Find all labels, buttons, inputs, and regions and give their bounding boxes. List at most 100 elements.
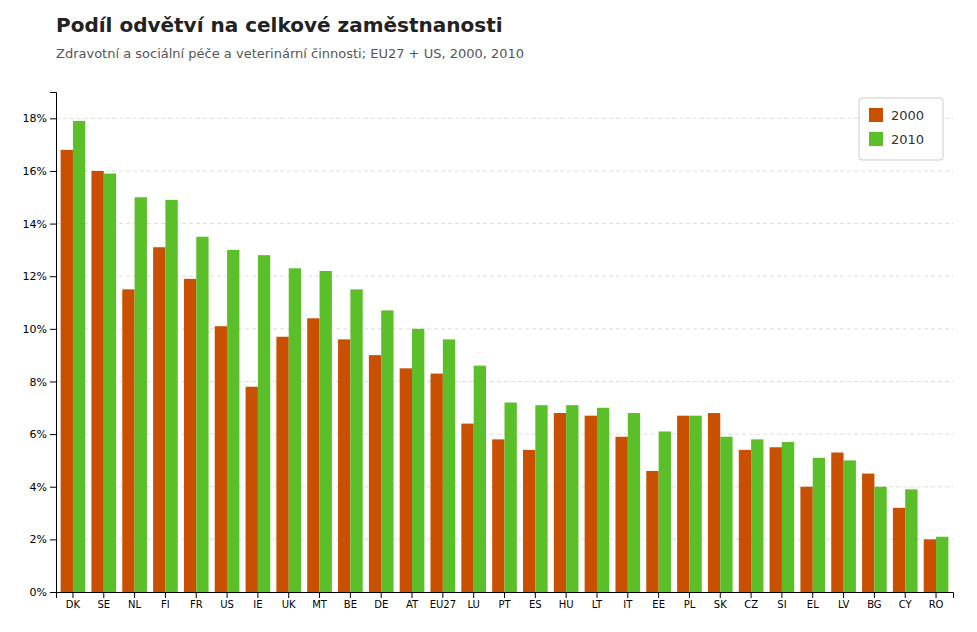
x-tick-mark: [412, 592, 413, 598]
x-tick-label: DE: [374, 599, 388, 610]
x-tick: EU27: [430, 592, 456, 610]
bar: [246, 387, 258, 592]
y-tick-label: 2%: [30, 533, 47, 546]
x-tick-label: IE: [253, 599, 262, 610]
x-tick-mark: [350, 592, 351, 598]
y-tick-mark: [50, 329, 56, 330]
y-tick-mark: [50, 171, 56, 172]
x-axis: DKSENLFIFRUSIEUKMTBEDEATEU27LUPTESHULTIT…: [57, 592, 954, 610]
x-tick: NL: [128, 592, 141, 610]
bar: [91, 171, 103, 592]
grid-line: [56, 276, 953, 277]
x-tick-mark: [566, 592, 567, 598]
x-tick-label: IT: [623, 599, 633, 610]
x-tick: LT: [592, 592, 603, 610]
x-tick: PL: [684, 592, 696, 610]
bar: [276, 337, 288, 592]
bar: [307, 318, 319, 592]
plot: 0%2%4%6%8%10%12%14%16%18%DKSENLFIFRUSIEU…: [23, 93, 954, 611]
subtitle: Zdravotní a sociální péče a veterinární …: [56, 46, 524, 61]
x-tick-mark: [689, 592, 690, 598]
bar: [492, 439, 504, 592]
y-tick-label: 6%: [30, 428, 47, 441]
x-tick: LV: [838, 592, 849, 610]
bar: [369, 355, 381, 592]
bar: [61, 150, 73, 592]
x-tick-label: SE: [97, 599, 110, 610]
bar-series: [73, 121, 948, 592]
y-tick-mark: [50, 381, 56, 382]
y-tick: 0%: [30, 586, 56, 599]
y-tick: 16%: [23, 165, 56, 178]
bar: [289, 268, 301, 592]
bar: [905, 489, 917, 592]
y-tick-label: 10%: [23, 323, 47, 336]
x-tick: LU: [467, 592, 479, 610]
x-tick-mark: [72, 592, 73, 598]
x-tick-label: HU: [559, 599, 574, 610]
bar: [431, 374, 443, 592]
x-tick: AT: [406, 592, 419, 610]
y-tick-label: 18%: [23, 112, 47, 125]
bar: [400, 368, 412, 592]
bar: [924, 539, 936, 592]
bar: [874, 487, 886, 592]
x-tick: IE: [253, 592, 262, 610]
bar: [461, 424, 473, 592]
bar: [153, 247, 165, 592]
x-axis-line: [57, 593, 954, 599]
x-tick-label: FI: [161, 599, 170, 610]
x-tick: IT: [623, 592, 633, 610]
legend: 20002010: [859, 98, 943, 160]
bar: [165, 200, 177, 592]
y-tick-mark: [50, 224, 56, 225]
x-tick-mark: [535, 592, 536, 598]
x-tick-label: EU27: [430, 599, 456, 610]
bar: [505, 403, 517, 592]
x-tick: RO: [929, 592, 944, 610]
x-tick-label: BG: [867, 599, 881, 610]
x-tick-label: ES: [529, 599, 542, 610]
x-tick-mark: [905, 592, 906, 598]
bar: [554, 413, 566, 592]
bar: [862, 474, 874, 592]
y-tick: 2%: [30, 533, 56, 546]
bar: [936, 537, 948, 592]
x-tick-label: CY: [899, 599, 913, 610]
y-axis-line: [50, 93, 57, 593]
x-tick-label: EE: [652, 599, 665, 610]
y-tick-mark: [50, 592, 56, 593]
legend-swatch: [869, 132, 883, 146]
bar: [474, 366, 486, 592]
y-tick: 4%: [30, 481, 56, 494]
x-tick: CY: [899, 592, 913, 610]
grid: [56, 118, 953, 592]
y-tick: 6%: [30, 428, 56, 441]
bar: [135, 197, 147, 592]
bar: [566, 405, 578, 592]
bar: [597, 408, 609, 592]
bar: [320, 271, 332, 592]
x-tick-mark: [196, 592, 197, 598]
x-tick: EE: [652, 592, 665, 610]
bar: [215, 326, 227, 592]
bar: [184, 279, 196, 592]
chart: Podíl odvětví na celkové zaměstnanosti Zd…: [0, 0, 977, 632]
y-tick-mark: [50, 118, 56, 119]
x-tick-label: RO: [929, 599, 944, 610]
bar: [770, 447, 782, 592]
bar: [350, 289, 362, 592]
x-tick-label: PT: [498, 599, 511, 610]
bar: [800, 487, 812, 592]
x-tick-mark: [227, 592, 228, 598]
x-tick: EL: [807, 592, 819, 610]
title: Podíl odvětví na celkové zaměstnanosti: [56, 13, 503, 37]
x-tick: US: [220, 592, 234, 610]
x-tick-label: SI: [777, 599, 786, 610]
legend-label: 2000: [891, 108, 924, 123]
x-tick-mark: [658, 592, 659, 598]
bar: [689, 416, 701, 592]
bar: [813, 458, 825, 592]
x-tick-label: SK: [714, 599, 727, 610]
x-tick-mark: [473, 592, 474, 598]
